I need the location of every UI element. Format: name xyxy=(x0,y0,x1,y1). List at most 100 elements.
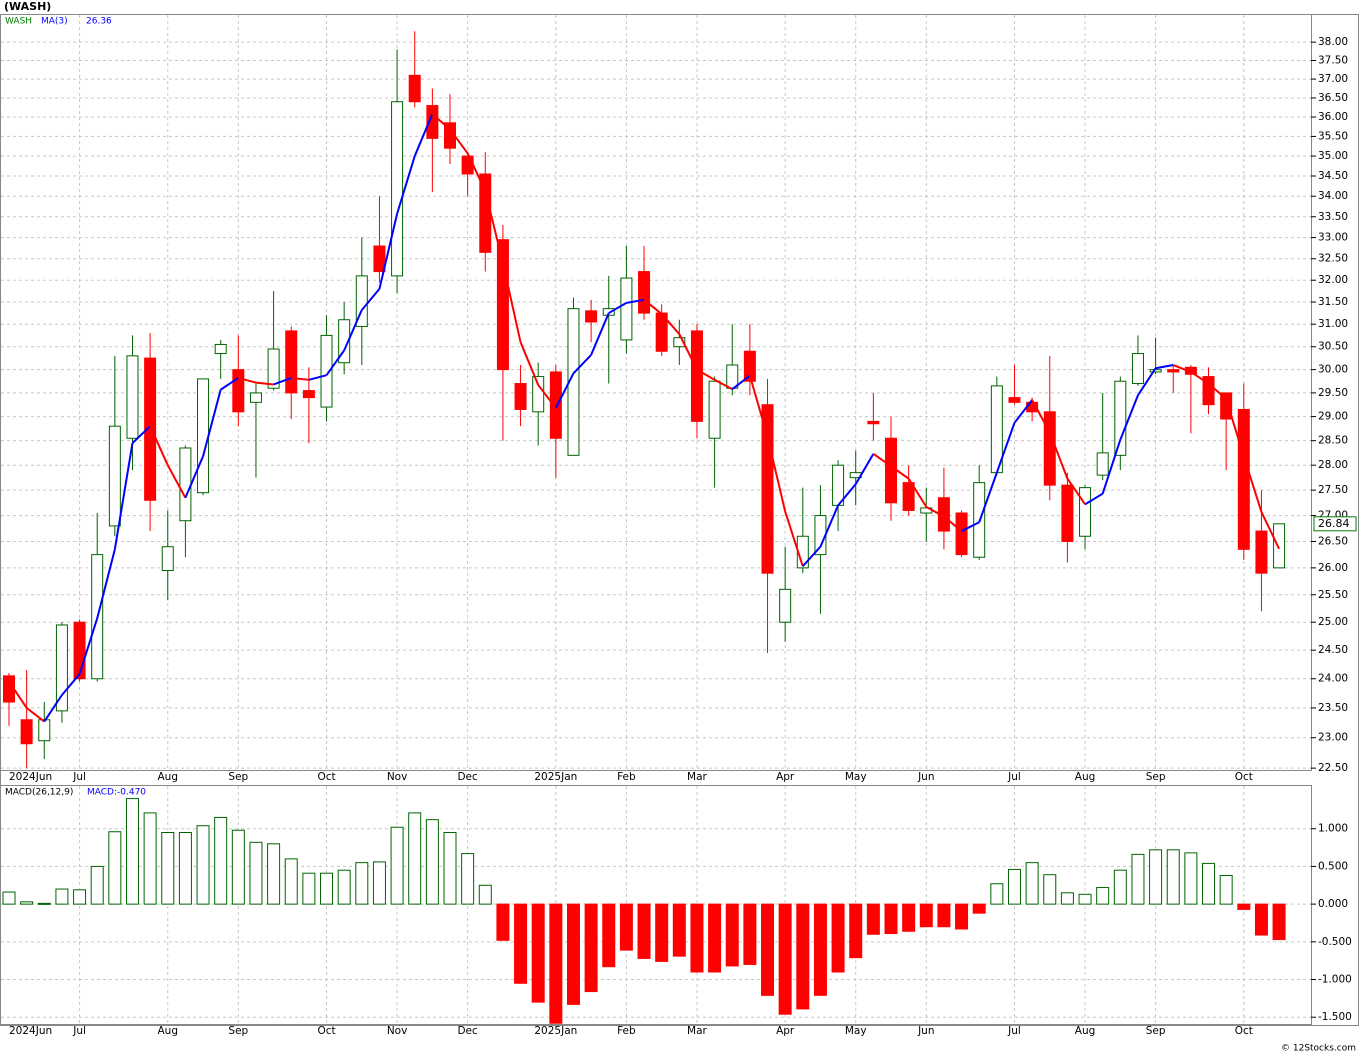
macd-bar xyxy=(20,901,34,905)
y-tick-label: 32.00 xyxy=(1318,274,1348,286)
x-tick-label: Feb xyxy=(617,1025,636,1037)
y-tick-label: 1.000 xyxy=(1318,823,1348,835)
y-tick-label: 36.50 xyxy=(1318,92,1348,104)
candle-body xyxy=(20,719,33,745)
ma-segment xyxy=(325,349,345,376)
ma-segment xyxy=(484,190,504,264)
macd-bar xyxy=(1254,903,1268,936)
candle-body xyxy=(197,378,210,494)
candle-body xyxy=(690,330,703,422)
macd-bar xyxy=(619,903,633,951)
y-tick-label: 31.00 xyxy=(1318,318,1348,330)
macd-bar xyxy=(849,903,863,959)
macd-bar xyxy=(990,883,1004,905)
macd-bar xyxy=(37,902,51,905)
macd-bar xyxy=(425,819,439,905)
x-tick-label: Mar xyxy=(687,771,707,783)
x-tick-label: Mar xyxy=(687,1025,707,1037)
y-tick-label: 26.50 xyxy=(1318,535,1348,547)
ma-segment xyxy=(184,455,204,499)
candle-body xyxy=(232,369,245,413)
ma-segment xyxy=(1084,492,1104,506)
ma-segment xyxy=(308,374,327,381)
ma-segment xyxy=(1190,371,1210,385)
candle-body xyxy=(426,105,439,139)
legend-ma-name: MA(3) xyxy=(41,17,68,27)
macd-bar xyxy=(55,888,69,905)
candle-body xyxy=(408,74,421,103)
macd-bar xyxy=(1078,893,1092,905)
candle-body xyxy=(1237,408,1250,550)
y-tick-label: 35.00 xyxy=(1318,150,1348,162)
macd-bar xyxy=(196,825,210,905)
ma-segment xyxy=(731,374,751,390)
x-tick-label: Sep xyxy=(1146,771,1166,783)
last-price-box xyxy=(1313,516,1357,532)
macd-bar xyxy=(672,903,686,957)
candle-body xyxy=(320,334,333,408)
y-tick-label: 32.50 xyxy=(1318,253,1348,265)
candle-body xyxy=(1131,353,1144,385)
macd-bar xyxy=(866,903,880,935)
candle-body xyxy=(902,482,915,511)
y-tick-label: 36.00 xyxy=(1318,111,1348,123)
x-tick-label: Oct xyxy=(317,1025,335,1037)
ma-segment xyxy=(626,298,645,304)
macd-bar xyxy=(1149,849,1163,905)
x-tick-label: Nov xyxy=(387,1025,408,1037)
ma-segment xyxy=(43,694,63,723)
macd-bar xyxy=(1113,869,1127,905)
macd-bar xyxy=(1237,903,1251,910)
macd-bar xyxy=(1007,868,1021,905)
macd-bar xyxy=(831,903,845,973)
macd-bar xyxy=(390,826,404,905)
macd-bar xyxy=(778,903,792,1015)
candle-body xyxy=(179,447,192,522)
y-tick-label: 23.00 xyxy=(1318,732,1348,744)
candle-body xyxy=(779,588,792,623)
candle-body xyxy=(38,719,51,742)
ma-segment xyxy=(361,288,381,311)
macd-bar xyxy=(708,903,722,973)
x-tick-label: Jun xyxy=(917,771,934,783)
x-tick-label: May xyxy=(845,1025,867,1037)
macd-bar xyxy=(637,903,651,959)
ma-segment xyxy=(907,478,928,508)
ma-segment xyxy=(660,313,681,335)
x-tick-label: Sep xyxy=(1146,1025,1166,1037)
macd-bar xyxy=(73,889,87,905)
macd-bar xyxy=(478,884,492,905)
y-tick-label: 34.50 xyxy=(1318,170,1348,182)
ma-segment xyxy=(166,464,187,499)
ma-segment xyxy=(766,436,787,512)
ma-segment xyxy=(26,707,45,723)
candle-body xyxy=(549,371,562,439)
ma-segment xyxy=(1031,399,1051,433)
y-tick-label: 37.50 xyxy=(1318,54,1348,66)
ma-segment xyxy=(608,302,627,314)
x-tick-label: Jul xyxy=(72,1025,86,1037)
macd-bar xyxy=(972,903,986,914)
candle-body xyxy=(73,621,86,680)
macd-bar xyxy=(214,816,228,905)
ma-segment xyxy=(501,262,522,343)
ma-segment xyxy=(8,681,28,709)
x-tick-label: Apr xyxy=(776,771,795,783)
macd-bar xyxy=(566,903,580,1005)
ma-segment xyxy=(678,333,698,371)
candle-body xyxy=(1008,397,1021,403)
ma-segment xyxy=(943,515,963,532)
ma-segment xyxy=(1207,382,1227,400)
candle-body xyxy=(514,383,527,410)
ma-segment xyxy=(802,546,822,567)
candle-body xyxy=(1114,380,1127,456)
ma-segment xyxy=(554,372,575,409)
ma-segment xyxy=(872,453,892,468)
candle-body xyxy=(461,155,474,175)
x-tick-label: 2024Jun xyxy=(9,771,52,783)
y-tick-label: -1.000 xyxy=(1318,974,1352,986)
ma-segment xyxy=(149,425,169,466)
y-tick-label: 27.50 xyxy=(1318,484,1348,496)
ma-segment xyxy=(519,341,540,386)
macd-bar xyxy=(90,865,104,905)
